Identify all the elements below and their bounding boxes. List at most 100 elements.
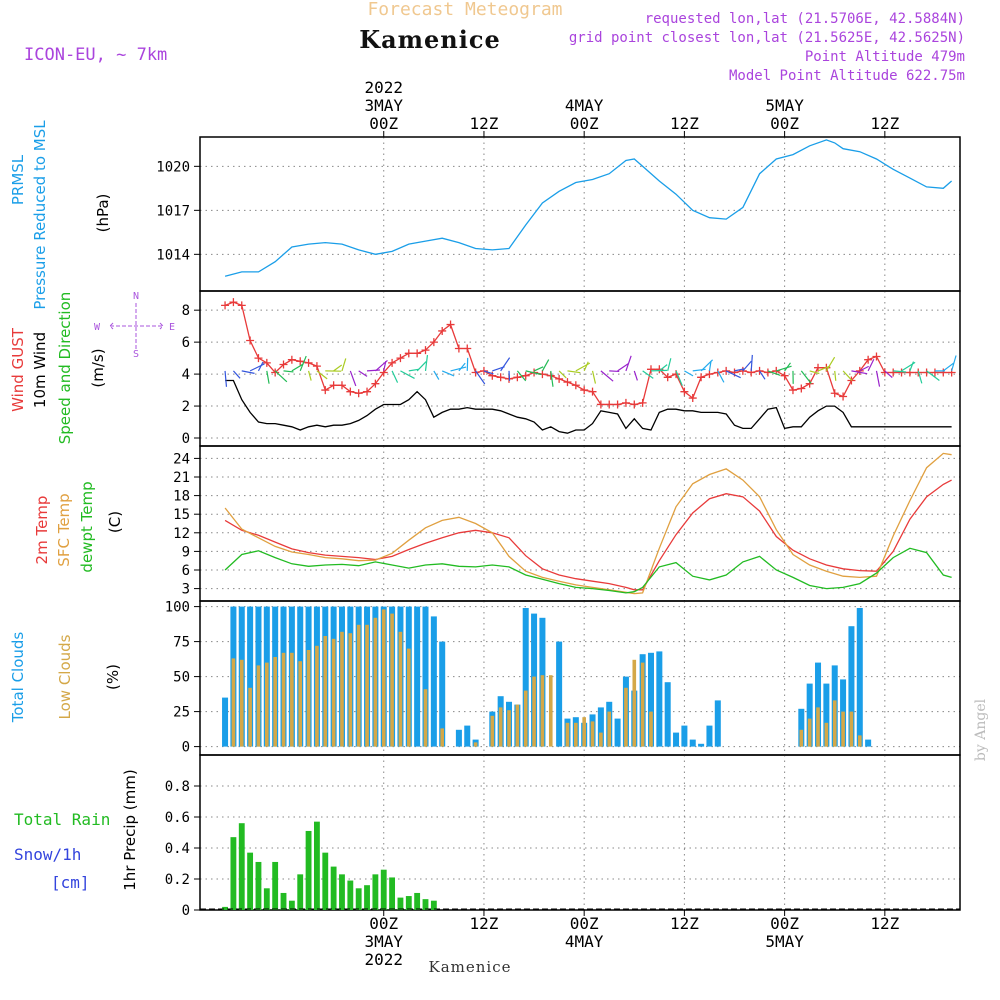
total-cloud-bar: [689, 739, 696, 747]
gust-point: [521, 371, 530, 380]
wind-arrow: [274, 370, 288, 383]
wind-direction-arrows: [224, 354, 957, 387]
low-cloud-bar: [365, 624, 369, 747]
gust-point: [563, 378, 572, 387]
top-time-text: 12Z: [870, 114, 899, 133]
low-cloud-bar: [649, 711, 653, 747]
pressure-label: PRMSL: [9, 154, 27, 205]
wind-arrow: [333, 364, 343, 372]
gust-point: [321, 386, 330, 395]
wind-arrow: [257, 361, 264, 372]
rain-bar: [314, 821, 320, 910]
low-cloud-bar: [832, 700, 837, 747]
wind-arrow: [776, 365, 792, 372]
ytick-label: 6: [182, 563, 190, 579]
wind-arrow: [625, 355, 632, 372]
rain-bar: [405, 896, 412, 910]
gust-point: [630, 400, 639, 409]
gust-point: [438, 326, 447, 335]
gust-line: [224, 301, 952, 406]
rain-label: Total Rain: [14, 810, 110, 829]
low-cloud-bar: [331, 638, 336, 747]
gust-point: [621, 398, 630, 407]
ytick-label: 3: [182, 582, 190, 598]
bottom-time-text: 12Z: [670, 914, 699, 933]
gust-point: [396, 354, 405, 363]
wind-arrow: [500, 357, 511, 372]
rain-bar: [339, 874, 345, 910]
total-cloud-bar: [455, 729, 462, 747]
info-line: grid point closest lon,lat (21.5625E, 42…: [569, 30, 965, 46]
low-cloud-bar: [381, 609, 386, 747]
compass-legend: N S W E: [94, 291, 175, 360]
rain-bars: [222, 821, 437, 910]
gust-point: [354, 389, 363, 398]
rain-bar: [297, 874, 304, 910]
rain-bar: [330, 866, 337, 910]
ytick-label: 0: [182, 903, 190, 919]
low-cloud-bar: [498, 707, 503, 747]
ytick-label: 100: [165, 600, 190, 616]
total-cloud-bar: [647, 652, 654, 747]
wind-arrow: [525, 370, 542, 376]
wind-arrow: [633, 370, 638, 381]
rain-bar: [347, 880, 354, 910]
gust-point: [738, 366, 747, 375]
total-cloud-bar: [823, 683, 830, 747]
snow-unit-label: [cm]: [51, 873, 90, 892]
low-cloud-bar: [406, 648, 411, 747]
bottom-time-text: 3MAY: [364, 932, 403, 951]
ytick-label: 0: [182, 431, 190, 447]
wind-arrow: [784, 362, 791, 372]
temp-2m-line: [224, 479, 952, 591]
wind-arrow: [408, 368, 419, 372]
gust-point: [605, 400, 614, 409]
low-cloud-bar: [624, 687, 628, 747]
gust-point: [588, 387, 597, 396]
wind-arrow: [558, 370, 567, 379]
gust-point: [713, 368, 722, 377]
wind-arrow: [283, 370, 294, 373]
total-cloud-bar: [656, 651, 663, 747]
info-line: requested lon,lat (21.5706E, 42.5884N): [645, 11, 965, 27]
wind-arrow: [817, 365, 831, 372]
wind-arrow: [416, 361, 427, 372]
gust-point: [930, 368, 939, 377]
top-time-label: 12Z: [670, 114, 699, 133]
rain-bar: [430, 900, 437, 910]
wind-arrow: [475, 370, 486, 385]
wind-arrow: [642, 370, 654, 379]
bottom-time-text: 4MAY: [565, 932, 604, 951]
wind-arrow: [884, 370, 893, 379]
bottom-time-label: 12Z: [470, 914, 499, 933]
low-cloud-bar: [532, 676, 536, 747]
bottom-time-text: 12Z: [470, 914, 499, 933]
compass-s: S: [133, 349, 139, 360]
low-cloud-bar: [582, 717, 586, 747]
low-cloud-bar: [440, 728, 445, 747]
rain-bar: [305, 830, 312, 910]
total-cloud-bar: [798, 708, 805, 747]
low-cloud-bar: [315, 645, 319, 747]
total-cloud-bar: [848, 626, 855, 747]
gust-point: [872, 352, 881, 361]
top-time-text: 4MAY: [565, 96, 604, 115]
pressure-unit: (hPa): [94, 194, 112, 233]
low-cloud-bar: [473, 742, 478, 747]
total-cloud-bar: [673, 732, 680, 747]
gust-point: [939, 368, 948, 377]
ytick-label: 25: [173, 705, 190, 721]
low-cloud-bar: [390, 613, 394, 747]
panel-wind: 0 2 4 6 8: [182, 290, 961, 447]
low-cloud-bar: [574, 722, 578, 747]
low-cloud-bar: [849, 711, 854, 747]
gust-point: [855, 366, 864, 375]
wind-arrow: [550, 370, 554, 387]
gust-point: [304, 358, 313, 367]
total-cloud-bar: [439, 641, 446, 747]
wind-arrow: [232, 370, 241, 379]
wind-arrow: [450, 366, 467, 372]
model-label: ICON-EU, ~ 7km: [24, 45, 167, 65]
